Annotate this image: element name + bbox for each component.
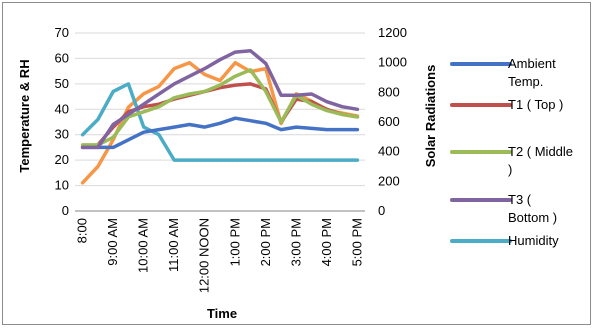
x-tick-label: 8:00: [75, 218, 90, 243]
y-tick-label: 40: [55, 101, 69, 116]
series-lines: [80, 49, 360, 185]
x-tick-label: 5:00 PM: [349, 218, 364, 266]
legend-label: T1 ( Top ): [508, 97, 563, 112]
x-tick-label: 12:00 NOON: [197, 218, 212, 293]
y2-tick-label: 800: [378, 84, 400, 99]
x-axis-title: Time: [207, 306, 237, 321]
y2-tick-label: 0: [378, 203, 385, 218]
y-tick-label: 20: [55, 152, 69, 167]
series-line-humidity: [80, 82, 360, 162]
legend-label: T2 ( Middle: [508, 144, 573, 159]
x-tick-label: 10:00 AM: [136, 218, 151, 273]
left-axis-ticks: 0 10 20 30 40 50 60 70: [55, 25, 69, 218]
legend-label: T3 (: [508, 192, 532, 207]
y-tick-label: 50: [55, 76, 69, 91]
series-line-t3-bottom: [80, 49, 360, 150]
y-tick-label: 70: [55, 25, 69, 40]
y2-axis-title: Solar Radiations: [423, 65, 438, 168]
right-axis-ticks: 0 200 400 600 800 1000 1200: [378, 25, 407, 218]
y2-tick-label: 1000: [378, 55, 407, 70]
y2-tick-label: 600: [378, 114, 400, 129]
y-tick-label: 30: [55, 127, 69, 142]
x-tick-label: 1:00 PM: [227, 218, 242, 266]
x-tick-label: 11:00 AM: [166, 218, 181, 272]
x-tick-label: 9:00 AM: [105, 218, 120, 266]
y-axis-title: Temperature & RH: [17, 59, 32, 172]
legend: Ambient Temp. T1 ( Top ) T2 ( Middle) T3 ( Bo…: [450, 56, 573, 248]
legend-item: T1 ( Top ): [450, 97, 563, 112]
legend-label: Humidity: [508, 233, 559, 248]
y2-tick-label: 400: [378, 144, 400, 159]
legend-label: ): [508, 162, 512, 177]
series-line-ambient-temp: [80, 116, 360, 150]
y-tick-label: 60: [55, 50, 69, 65]
y2-tick-label: 1200: [378, 25, 407, 40]
legend-label: Temp.: [508, 74, 543, 89]
y-tick-label: 10: [55, 178, 69, 193]
x-tick-label: 4:00 PM: [319, 218, 334, 266]
y2-tick-label: 200: [378, 173, 400, 188]
legend-label: Bottom ): [508, 210, 557, 225]
x-axis-ticks: 8:00 9:00 AM 10:00 AM 11:00 AM 12:00 NOON 1:0…: [75, 218, 365, 293]
legend-item: Humidity: [450, 233, 559, 248]
legend-label: Ambient: [508, 56, 556, 71]
legend-item: T3 ( Bottom ): [450, 192, 557, 225]
legend-item: Ambient Temp.: [450, 56, 556, 89]
legend-item: T2 ( Middle): [450, 144, 573, 177]
y-tick-label: 0: [62, 203, 69, 218]
series-line-t1-top: [80, 82, 360, 150]
x-tick-label: 2:00 PM: [258, 218, 273, 266]
x-tick-label: 3:00 PM: [288, 218, 303, 266]
series-line-t2-middle: [80, 68, 360, 147]
